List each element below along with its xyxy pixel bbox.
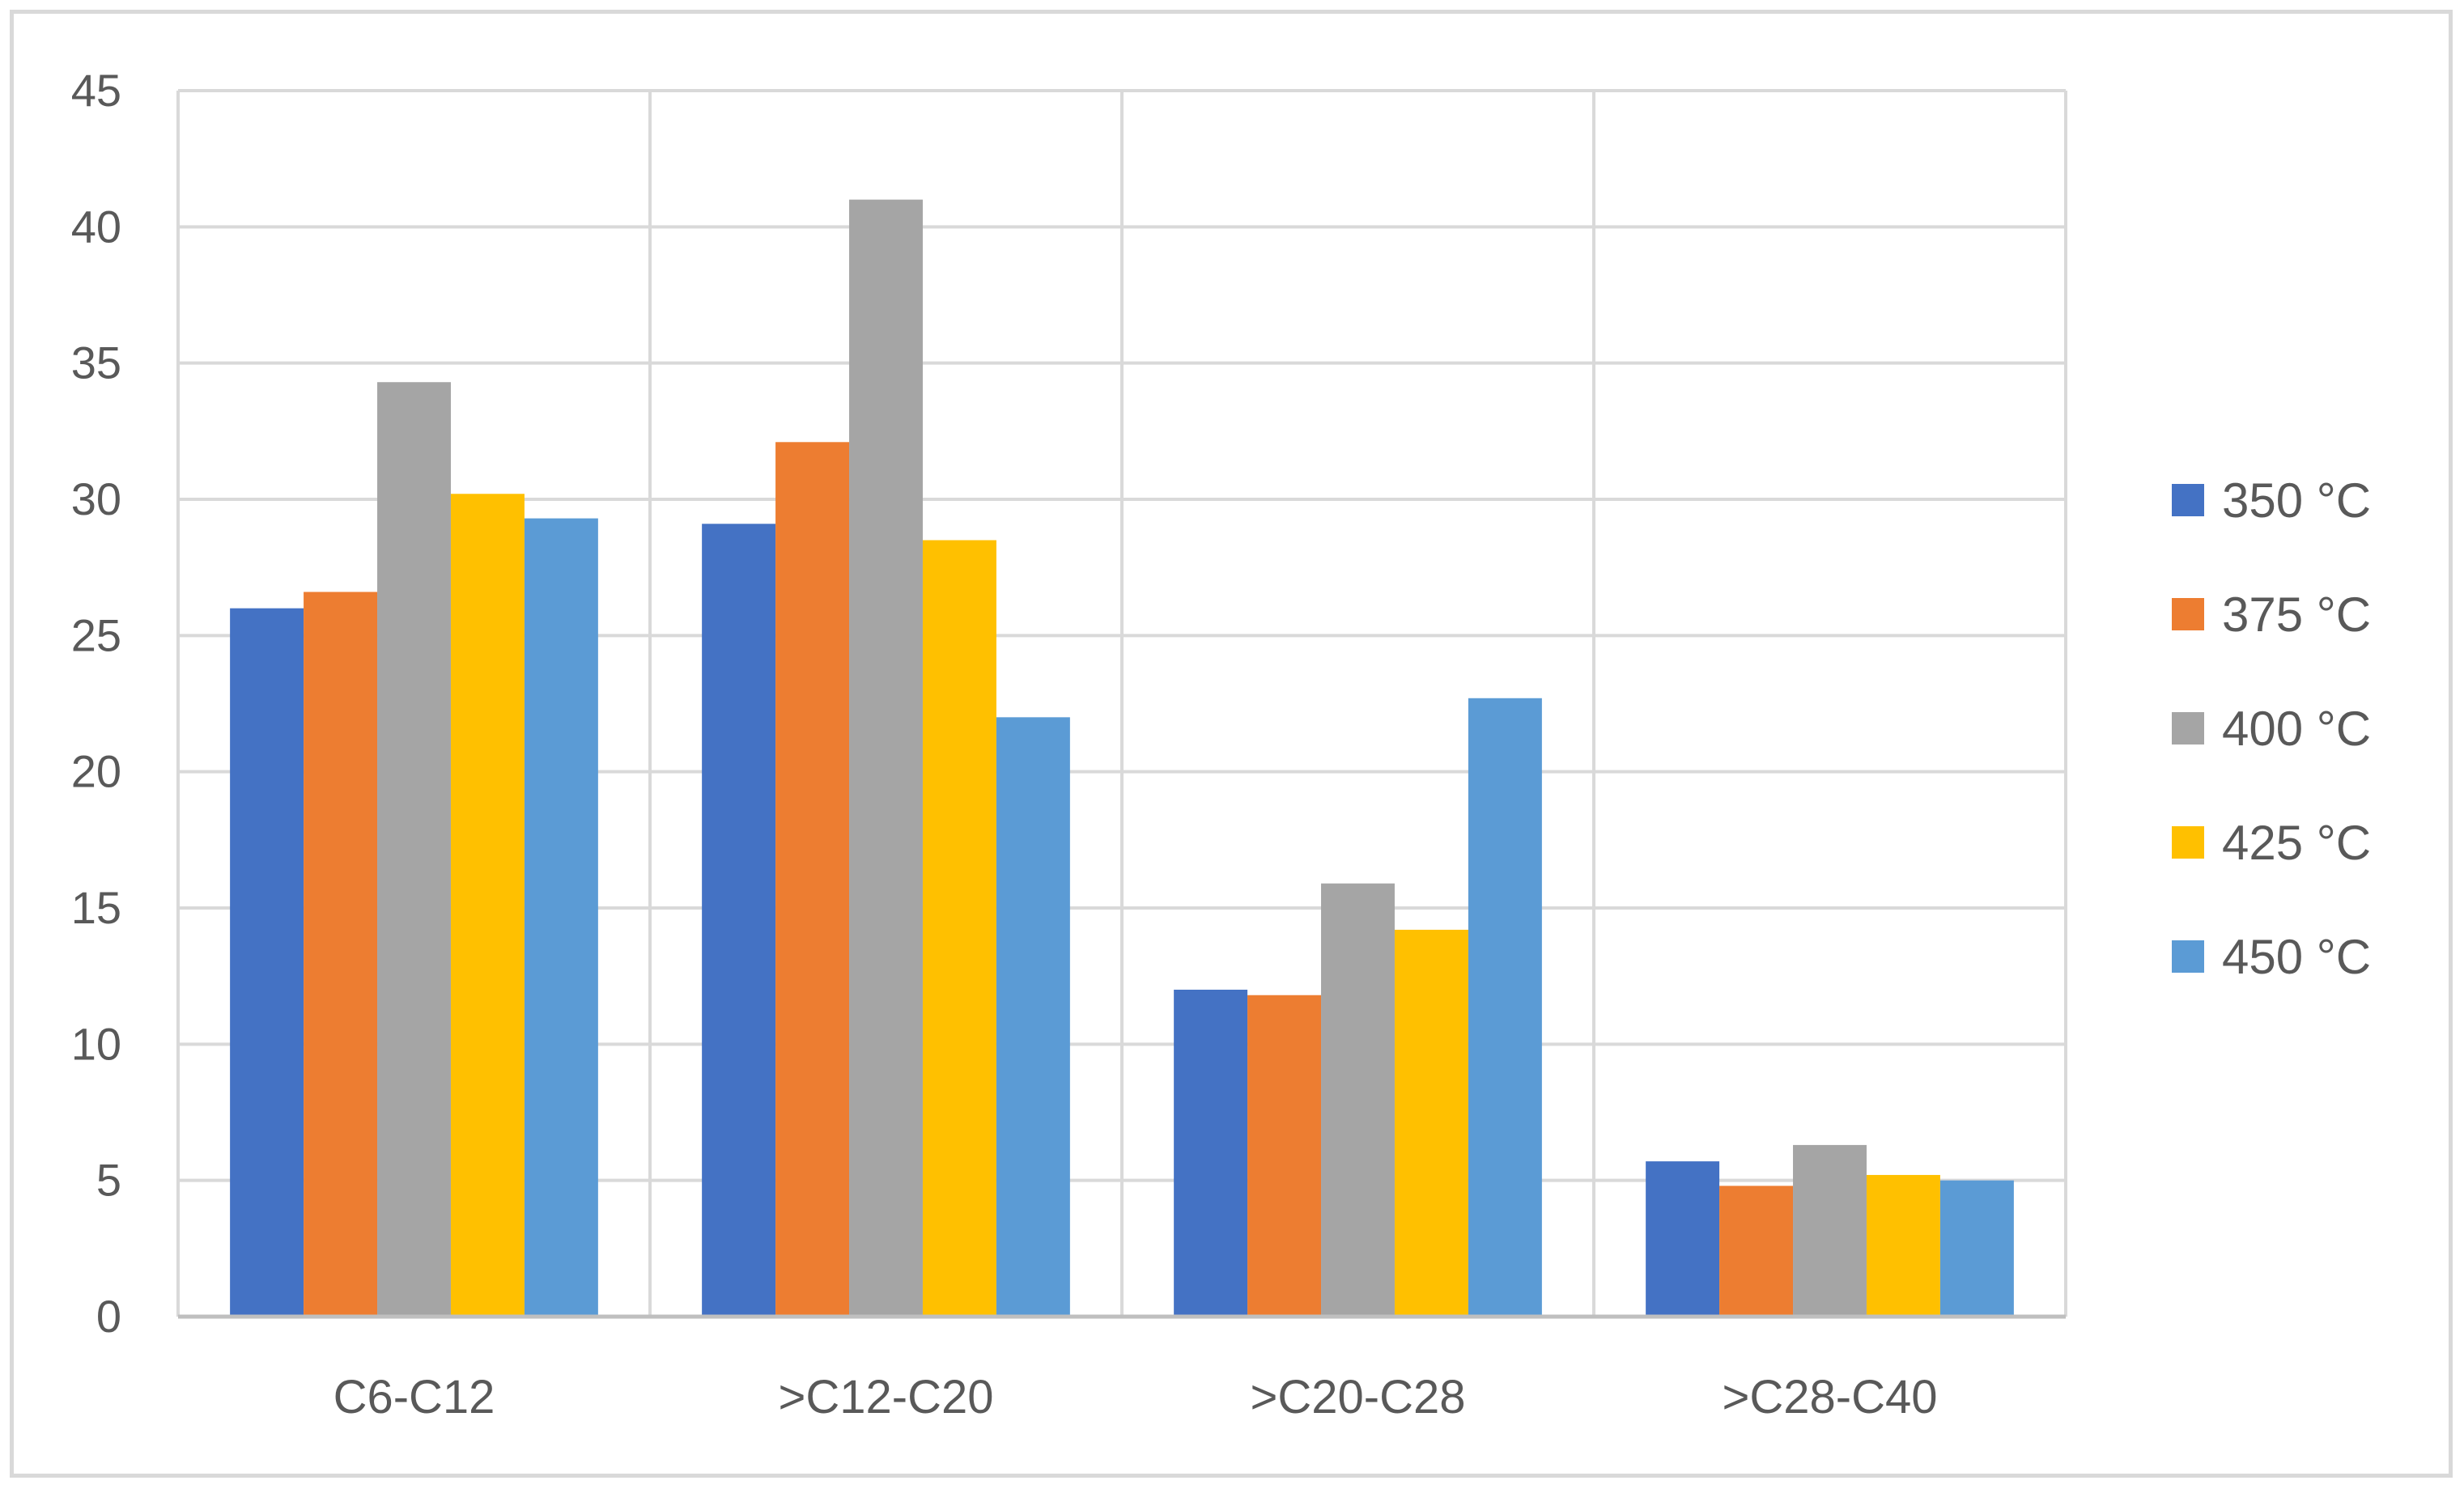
bar (1939, 1180, 2014, 1317)
legend-label: 450 °C (2222, 930, 2371, 984)
bar (775, 442, 850, 1317)
bar (524, 518, 598, 1317)
bar (922, 540, 996, 1317)
x-category-label: >C12-C20 (779, 1371, 994, 1423)
bar (996, 717, 1070, 1317)
bar (1247, 995, 1322, 1317)
legend-label: 375 °C (2222, 588, 2371, 642)
y-tick-label: 5 (96, 1155, 121, 1206)
x-category-label: >C28-C40 (1723, 1371, 1938, 1423)
bar (1866, 1174, 1940, 1317)
bar (1719, 1186, 1794, 1317)
bars (230, 199, 2014, 1317)
x-category-label: >C20-C28 (1251, 1371, 1466, 1423)
legend-label: 400 °C (2222, 702, 2371, 756)
bar (1174, 990, 1248, 1317)
legend-label: 425 °C (2222, 816, 2371, 870)
bar (230, 608, 304, 1317)
legend-swatch (2172, 826, 2204, 859)
bar (1394, 929, 1468, 1317)
y-tick-label: 20 (71, 746, 121, 797)
bar (849, 199, 923, 1317)
bar (1646, 1161, 1720, 1317)
y-axis-tick-labels: 0 5 10 15 20 25 30 35 40 45 (71, 65, 121, 1342)
bar (702, 524, 776, 1317)
bar (1468, 698, 1542, 1317)
bar (1321, 883, 1395, 1317)
bar (1793, 1144, 1867, 1317)
bar (304, 592, 378, 1317)
legend-label: 350 °C (2222, 473, 2371, 528)
y-tick-label: 10 (71, 1018, 121, 1069)
bar (450, 494, 525, 1317)
y-tick-label: 25 (71, 609, 121, 660)
bar (377, 382, 451, 1317)
legend-swatch (2172, 484, 2204, 516)
y-tick-label: 0 (96, 1291, 121, 1342)
x-axis-category-labels: C6-C12 >C12-C20 >C20-C28 >C28-C40 (333, 1371, 1938, 1423)
legend: 350 °C 375 °C 400 °C 425 °C 450 °C (2172, 473, 2371, 984)
legend-swatch (2172, 598, 2204, 630)
y-tick-label: 35 (71, 337, 121, 388)
y-tick-label: 45 (71, 65, 121, 116)
legend-swatch (2172, 940, 2204, 973)
y-tick-label: 40 (71, 201, 121, 252)
legend-swatch (2172, 712, 2204, 744)
x-category-label: C6-C12 (333, 1371, 495, 1423)
y-tick-label: 30 (71, 473, 121, 524)
y-tick-label: 15 (71, 882, 121, 933)
